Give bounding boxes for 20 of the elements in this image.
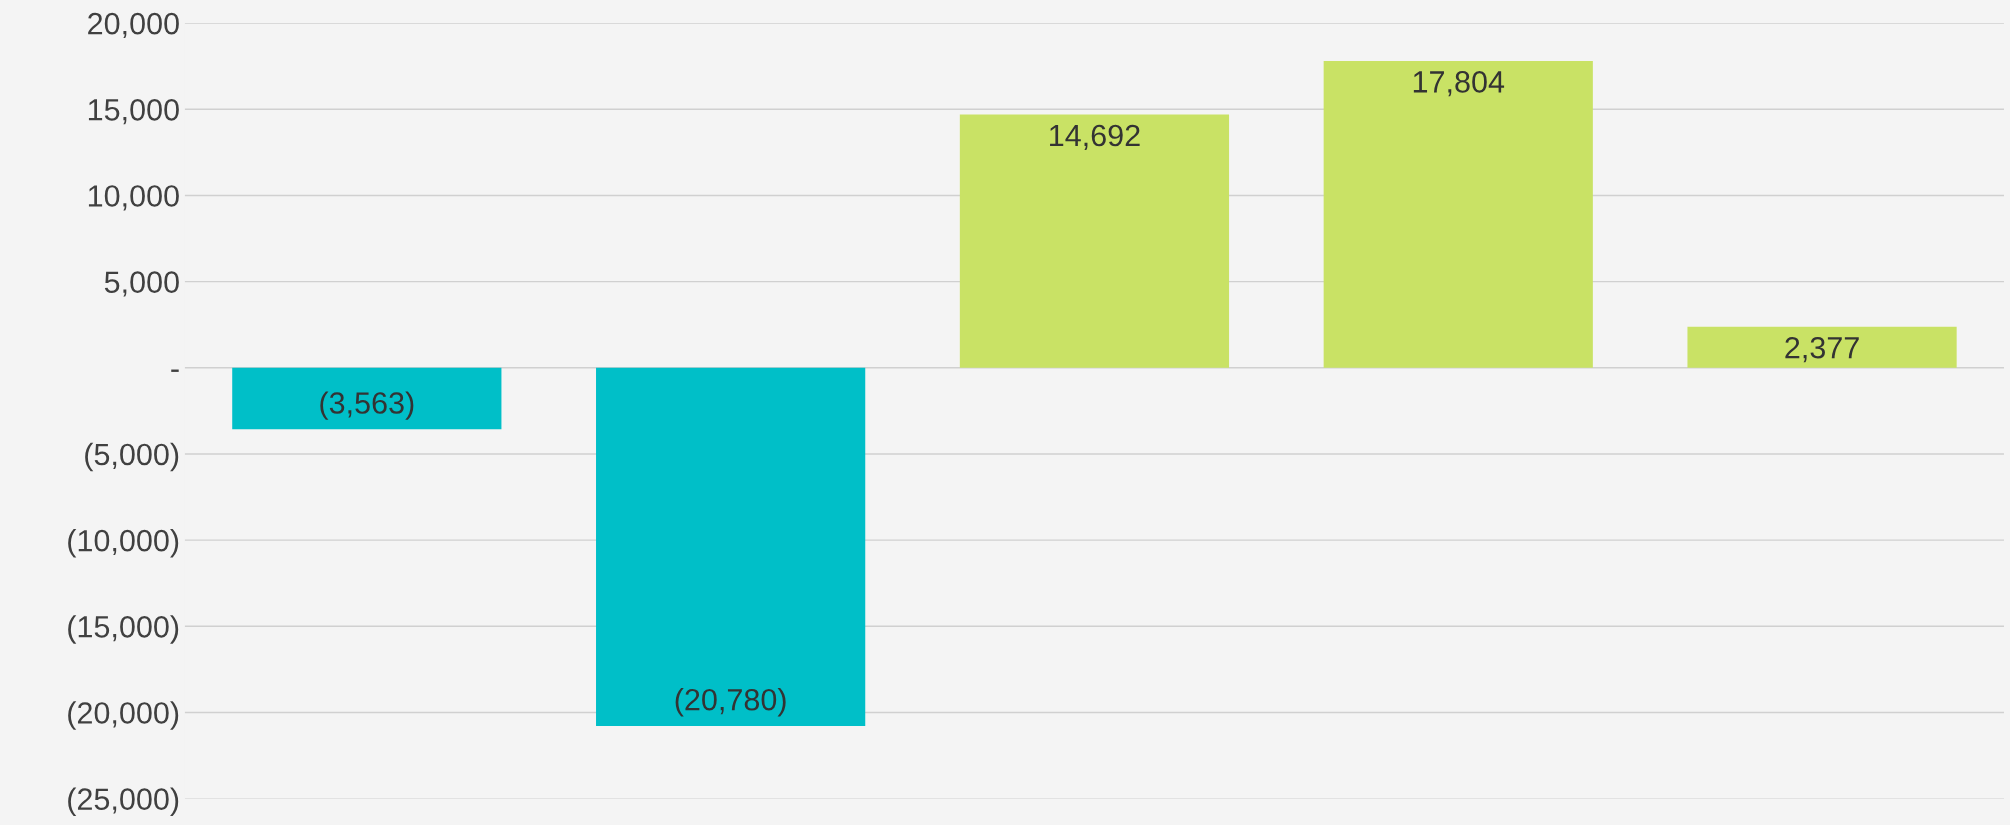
y-tick-label: (15,000) (68, 615, 179, 644)
y-tick-label: - (171, 369, 179, 372)
bar (1687, 326, 1957, 368)
y-tick-label: (25,000) (68, 787, 179, 816)
data-label: 14,692 (1050, 124, 1140, 150)
y-tick-label: 15,000 (88, 99, 179, 125)
y-tick-label: 5,000 (104, 271, 179, 297)
bar (232, 367, 502, 430)
data-label: (3,563) (320, 391, 414, 420)
data-label: 2,377 (1785, 336, 1859, 363)
data-label: (20,780) (675, 688, 786, 717)
y-tick-label: (20,000) (68, 701, 179, 730)
bar (596, 367, 866, 726)
y-tick-label: (10,000) (68, 529, 179, 558)
y-tick-label: (5,000) (85, 442, 179, 472)
bar (1323, 60, 1593, 368)
y-tick-label: 20,000 (88, 12, 179, 39)
data-label: 17,804 (1413, 71, 1505, 97)
bar (959, 114, 1230, 368)
y-tick-label: 10,000 (88, 185, 179, 211)
